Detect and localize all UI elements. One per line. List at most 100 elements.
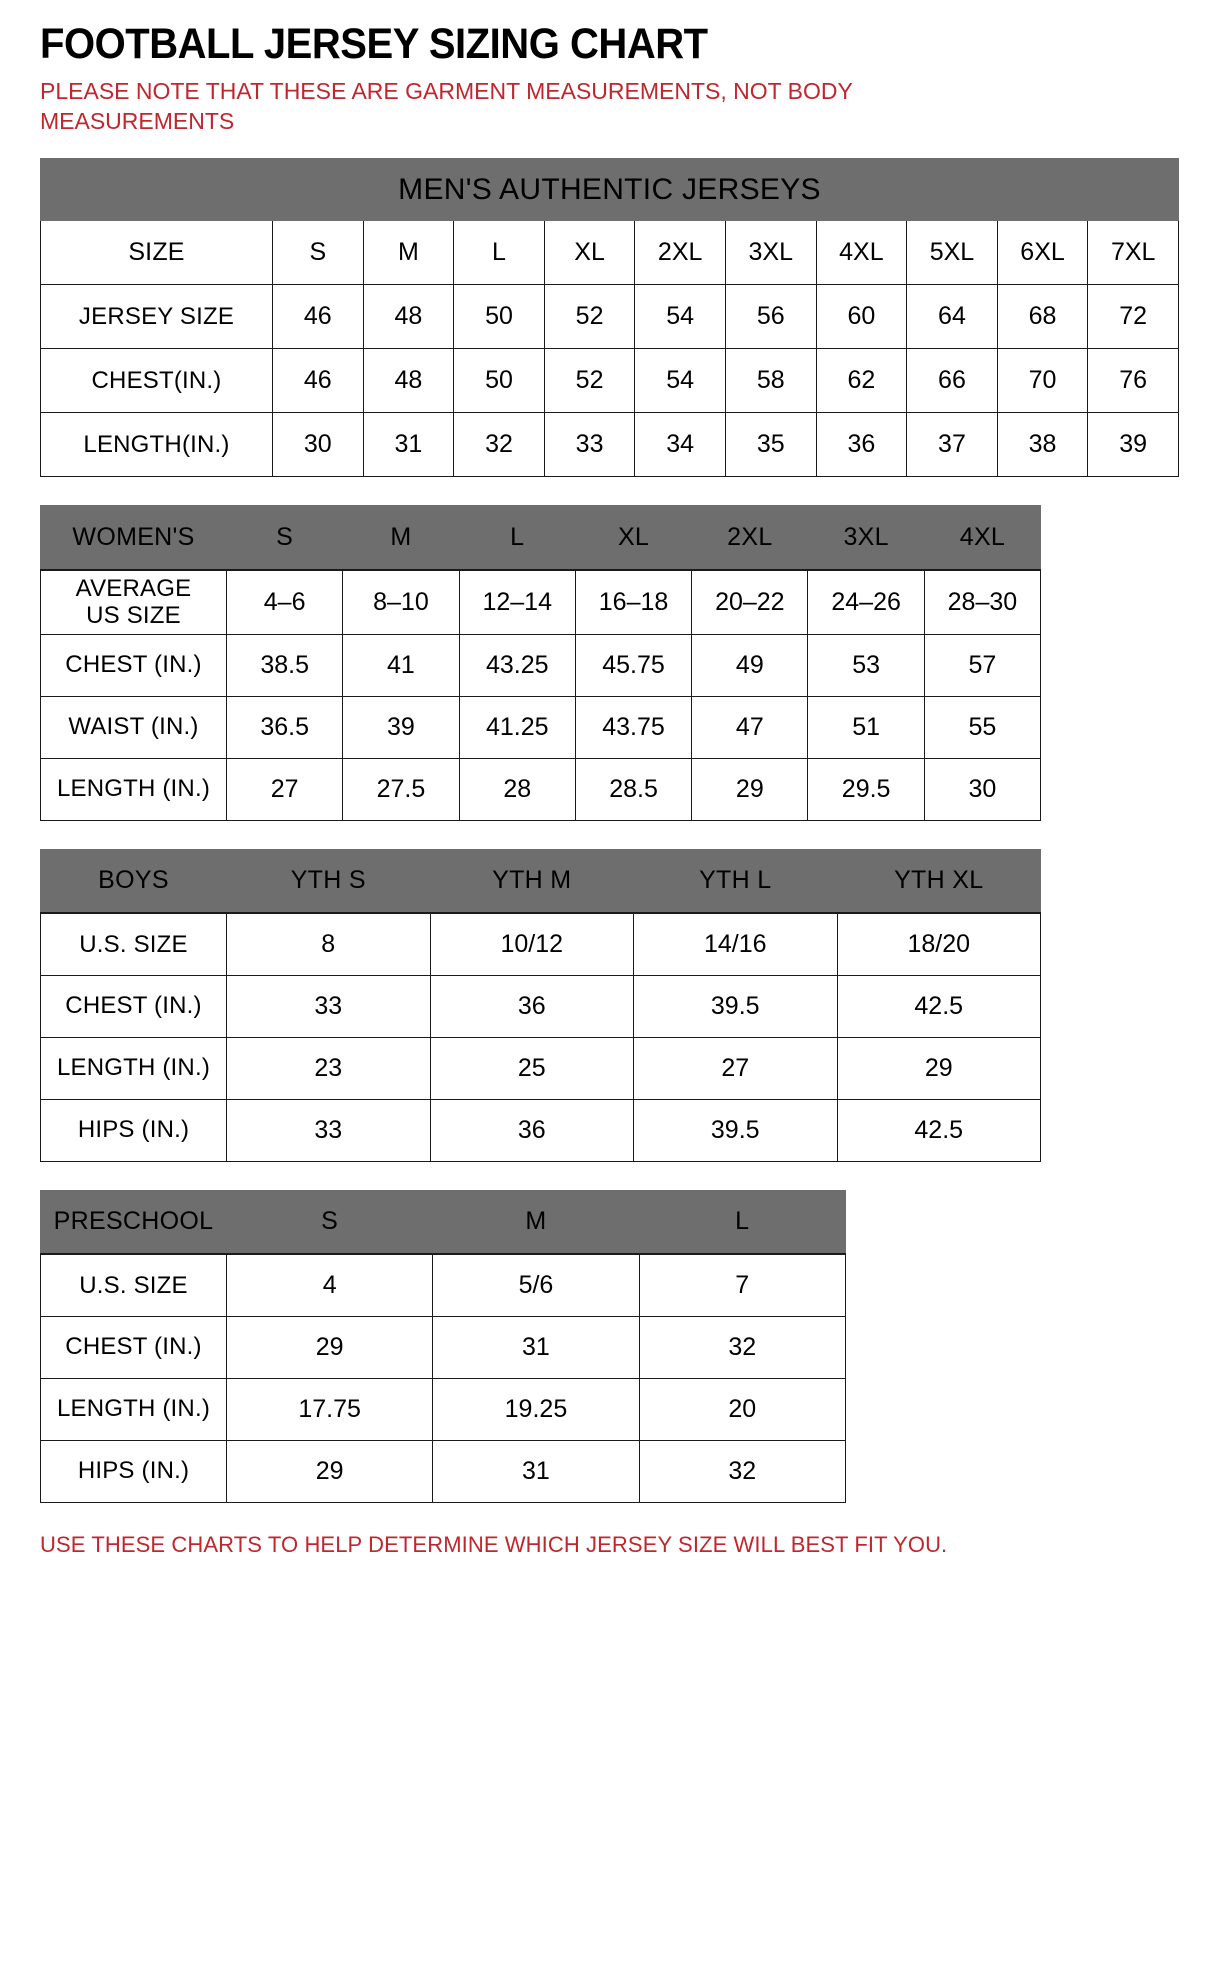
preschool-sizing-table: PRESCHOOL S M L U.S. SIZE 4 5/6 7 CHEST (IN.) 29 3… (40, 1189, 846, 1503)
table-row: AVERAGE US SIZE 4–6 8–10 12–14 16–18 20–22 24–2… (40, 569, 1042, 635)
men-column-header-8: 5XL (906, 220, 998, 286)
men-column-header-6: 3XL (724, 220, 817, 286)
preschool-cell-3-2: 32 (638, 1439, 846, 1503)
boys-column-header-4: YTH XL (836, 848, 1041, 915)
men-column-header-0: SIZE (40, 220, 273, 286)
men-cell-0-8: 68 (996, 284, 1089, 350)
preschool-table-body: PRESCHOOL S M L U.S. SIZE 4 5/6 7 CHEST (IN.) 29 3… (40, 1189, 846, 1503)
women-column-header-3: L (458, 505, 576, 571)
men-cell-0-2: 50 (453, 284, 545, 350)
men-cell-1-5: 58 (724, 348, 817, 414)
boys-cell-1-3: 42.5 (836, 974, 1041, 1038)
men-row-label-0: JERSEY SIZE (40, 284, 273, 350)
boys-header-row: BOYS YTH S YTH M YTH L YTH XL (40, 848, 1041, 915)
preschool-cell-0-2: 7 (638, 1253, 846, 1317)
boys-table-body: BOYS YTH S YTH M YTH L YTH XL U.S. SIZE 8 10/12… (40, 848, 1041, 1162)
boys-row-label-2: LENGTH (IN.) (40, 1036, 227, 1100)
men-cell-2-6: 36 (815, 412, 908, 478)
men-cell-0-1: 48 (362, 284, 455, 350)
women-column-header-6: 3XL (807, 505, 925, 571)
women-header-row: WOMEN'S S M L XL 2XL 3XL 4XL (40, 505, 1042, 571)
preschool-cell-1-1: 31 (432, 1315, 640, 1379)
men-header-row: SIZE S M L XL 2XL 3XL 4XL 5XL 6XL 7XL (40, 220, 1180, 286)
women-cell-2-5: 51 (807, 695, 925, 759)
preschool-cell-0-0: 4 (225, 1253, 434, 1317)
men-cell-2-1: 31 (362, 412, 455, 478)
boys-cell-3-2: 39.5 (633, 1098, 838, 1162)
men-cell-2-2: 32 (453, 412, 545, 478)
men-cell-1-7: 66 (906, 348, 998, 414)
women-column-header-4: XL (574, 505, 693, 571)
women-cell-3-1: 27.5 (342, 757, 460, 821)
men-cell-1-6: 62 (815, 348, 908, 414)
men-column-header-1: S (272, 220, 364, 286)
women-row-label-1: CHEST (IN.) (40, 633, 227, 697)
garment-measurement-note: PLEASE NOTE THAT THESE ARE GARMENT MEASU… (40, 78, 853, 134)
women-cell-3-3: 28.5 (574, 757, 693, 821)
men-cell-2-7: 37 (906, 412, 998, 478)
men-cell-2-9: 39 (1087, 412, 1180, 478)
table-row: LENGTH(IN.) 30 31 32 33 34 35 36 37 38 39 (40, 412, 1180, 478)
women-cell-3-5: 29.5 (807, 757, 925, 821)
men-cell-1-1: 48 (362, 348, 455, 414)
table-row: CHEST (IN.) 29 31 32 (40, 1315, 846, 1379)
women-cell-1-3: 45.75 (574, 633, 693, 697)
women-column-header-5: 2XL (691, 505, 809, 571)
women-cell-2-1: 39 (342, 695, 460, 759)
women-column-header-7: 4XL (923, 505, 1042, 571)
men-cell-2-0: 30 (272, 412, 364, 478)
men-row-label-2: LENGTH(IN.) (40, 412, 273, 478)
boys-cell-2-1: 25 (429, 1036, 634, 1100)
boys-cell-3-1: 36 (429, 1098, 634, 1162)
table-row: HIPS (IN.) 29 31 32 (40, 1439, 846, 1503)
men-cell-1-9: 76 (1087, 348, 1180, 414)
table-row: CHEST (IN.) 33 36 39.5 42.5 (40, 974, 1041, 1038)
table-row: LENGTH (IN.) 17.75 19.25 20 (40, 1377, 846, 1441)
preschool-column-header-2: M (432, 1189, 640, 1256)
women-cell-0-6: 28–30 (923, 569, 1042, 635)
preschool-row-label-2: LENGTH (IN.) (40, 1377, 227, 1441)
women-cell-3-2: 28 (458, 757, 576, 821)
boys-cell-0-2: 14/16 (633, 912, 838, 976)
table-row: HIPS (IN.) 33 36 39.5 42.5 (40, 1098, 1041, 1162)
preschool-cell-1-0: 29 (225, 1315, 434, 1379)
women-cell-0-3: 16–18 (574, 569, 693, 635)
women-cell-2-4: 47 (691, 695, 809, 759)
boys-cell-2-0: 23 (226, 1036, 431, 1100)
men-cell-1-4: 54 (634, 348, 726, 414)
women-cell-1-2: 43.25 (458, 633, 576, 697)
boys-cell-1-2: 39.5 (633, 974, 838, 1038)
men-cell-1-3: 52 (543, 348, 636, 414)
women-cell-1-4: 49 (691, 633, 809, 697)
women-cell-3-6: 30 (923, 757, 1042, 821)
boys-cell-2-3: 29 (836, 1036, 1041, 1100)
table-row: LENGTH (IN.) 27 27.5 28 28.5 29 29.5 30 (40, 757, 1042, 821)
women-cell-0-4: 20–22 (691, 569, 809, 635)
men-column-header-10: 7XL (1087, 220, 1180, 286)
womens-sizing-table: WOMEN'S S M L XL 2XL 3XL 4XL AVERAGE US SIZE 4–6 8–… (40, 505, 1042, 821)
men-cell-2-5: 35 (724, 412, 817, 478)
men-column-header-2: M (362, 220, 455, 286)
women-column-header-0: WOMEN'S (40, 505, 227, 571)
men-cell-0-3: 52 (543, 284, 636, 350)
men-cell-0-7: 64 (906, 284, 998, 350)
men-row-label-1: CHEST(IN.) (40, 348, 273, 414)
men-cell-0-6: 60 (815, 284, 908, 350)
preschool-cell-2-2: 20 (638, 1377, 846, 1441)
footer-note: USE THESE CHARTS TO HELP DETERMINE WHICH… (40, 1531, 948, 1557)
men-cell-0-5: 56 (724, 284, 817, 350)
women-cell-1-5: 53 (807, 633, 925, 697)
table-row: CHEST (IN.) 38.5 41 43.25 45.75 49 53 57 (40, 633, 1042, 697)
men-cell-0-9: 72 (1087, 284, 1180, 350)
boys-cell-0-0: 8 (226, 912, 431, 976)
preschool-cell-0-1: 5/6 (432, 1253, 640, 1317)
boys-column-header-3: YTH L (633, 848, 838, 915)
preschool-cell-2-1: 19.25 (432, 1377, 640, 1441)
page-title: FOOTBALL JERSEY SIZING CHART (40, 20, 708, 68)
boys-sizing-table: BOYS YTH S YTH M YTH L YTH XL U.S. SIZE 8 10/12… (40, 848, 1041, 1162)
men-column-header-3: L (453, 220, 545, 286)
women-row-label-2: WAIST (IN.) (40, 695, 227, 759)
men-column-header-4: XL (543, 220, 636, 286)
preschool-column-header-0: PRESCHOOL (40, 1189, 227, 1256)
women-cell-3-0: 27 (225, 757, 344, 821)
